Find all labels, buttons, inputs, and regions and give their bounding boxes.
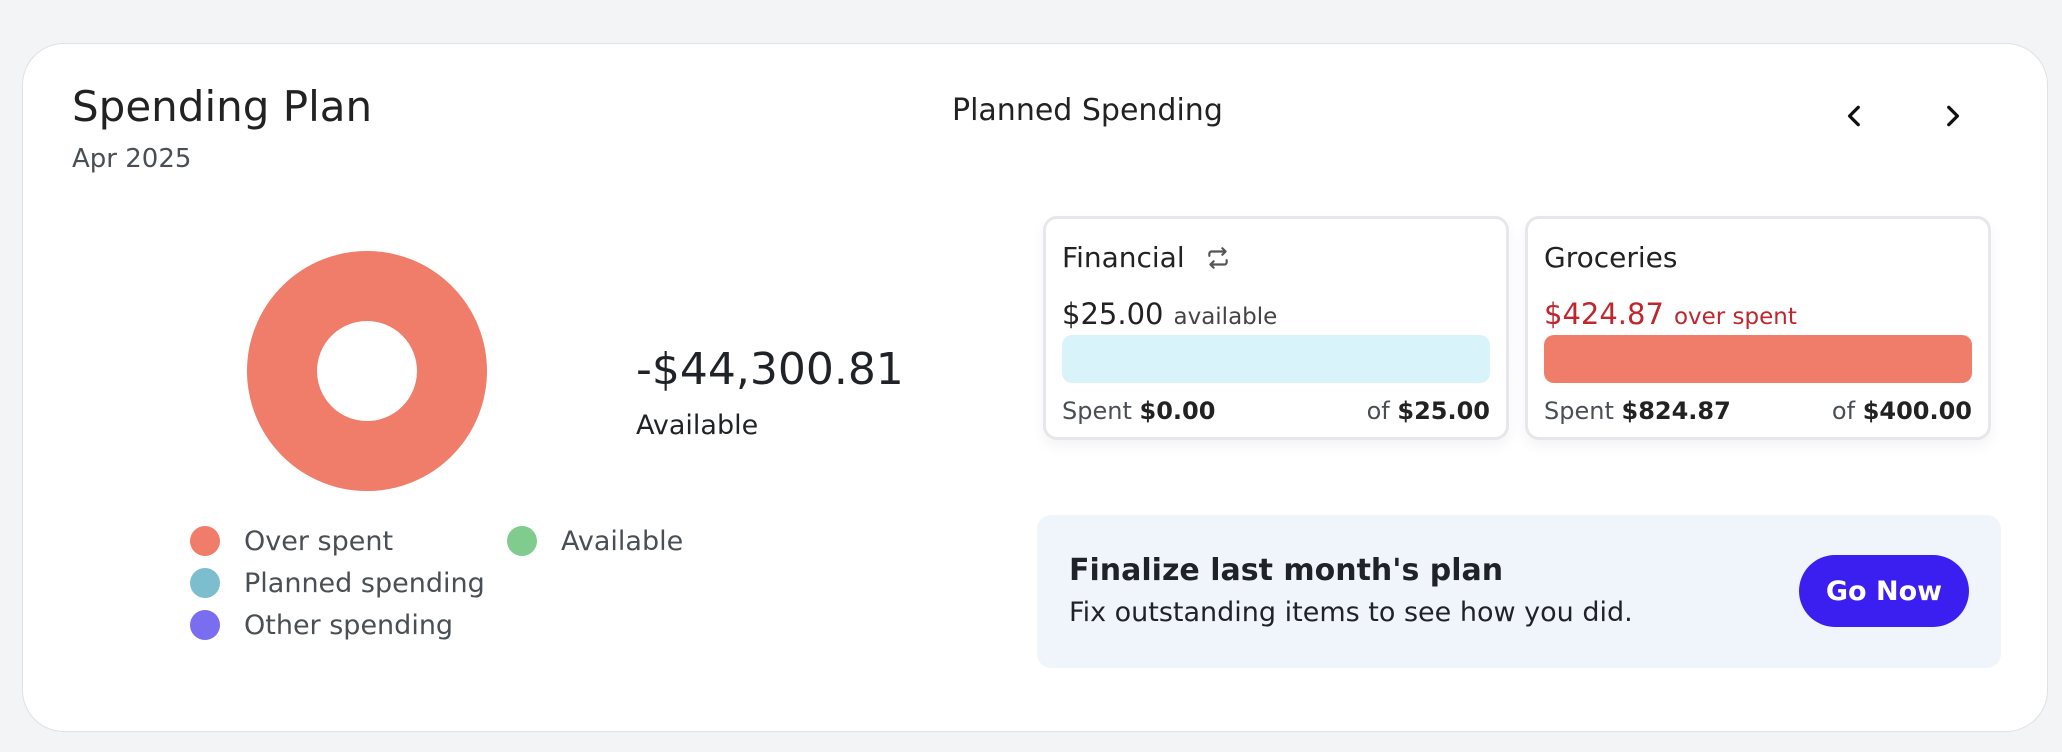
available-total: -$44,300.81 <box>636 344 904 395</box>
available-total-label: Available <box>636 410 759 441</box>
finalize-title: Finalize last month's plan <box>1069 553 1504 588</box>
budget-summary: of $25.00 <box>1367 397 1490 425</box>
legend-item-other-spending: Other spending <box>190 605 453 645</box>
next-month-button[interactable] <box>1922 86 1982 146</box>
repeat-icon <box>1207 246 1228 269</box>
category-amount-label: available <box>1173 304 1278 330</box>
legend-item-planned-spending: Planned spending <box>190 563 485 603</box>
donut-slice-over-spent <box>247 251 487 491</box>
category-progress-bar <box>1062 335 1490 383</box>
category-name: Groceries <box>1544 241 1678 274</box>
spent-prefix: Spent <box>1062 397 1132 425</box>
of-prefix: of <box>1366 397 1390 425</box>
budget-amount: $25.00 <box>1397 397 1490 425</box>
category-name: Financial <box>1062 241 1185 274</box>
spent-summary: Spent $0.00 <box>1062 397 1215 425</box>
category-amount: $25.00 <box>1062 297 1164 331</box>
amount-row: $25.00 available <box>1062 297 1277 331</box>
go-now-button[interactable]: Go Now <box>1799 555 1969 627</box>
finalize-banner: Finalize last month's plan Fix outstandi… <box>1037 515 2001 668</box>
legend-label: Other spending <box>244 609 454 641</box>
previous-month-button[interactable] <box>1825 86 1885 146</box>
spent-summary: Spent $824.87 <box>1544 397 1731 425</box>
period-label: Apr 2025 <box>72 144 192 174</box>
section-title: Planned Spending <box>952 93 1223 128</box>
spent-amount: $0.00 <box>1139 397 1216 425</box>
spent-prefix: Spent <box>1544 397 1614 425</box>
available-dot-icon <box>507 526 537 556</box>
budget-summary: of $400.00 <box>1832 397 1972 425</box>
spent-row: Spent $0.00 of $25.00 <box>1062 397 1490 425</box>
category-amount-label: over spent <box>1673 304 1797 330</box>
legend-item-over-spent: Over spent <box>190 521 393 561</box>
over-spent-dot-icon <box>190 526 220 556</box>
page-title: Spending Plan <box>72 82 373 131</box>
category-card-groceries[interactable]: Groceries $424.87 over spent Spent $824.… <box>1525 216 1991 440</box>
legend-item-available: Available <box>507 521 683 561</box>
spending-donut-chart <box>247 251 487 491</box>
category-card-financial[interactable]: Financial $25.00 available Spent $0.00 o… <box>1043 216 1509 440</box>
legend-label: Over spent <box>244 525 394 557</box>
category-name-row: Groceries <box>1544 241 1677 274</box>
category-name-row: Financial <box>1062 241 1231 274</box>
chevron-left-icon <box>1847 105 1860 127</box>
category-progress-bar <box>1544 335 1972 383</box>
other-spending-dot-icon <box>190 610 220 640</box>
budget-amount: $400.00 <box>1862 397 1972 425</box>
category-amount: $424.87 <box>1544 297 1664 331</box>
of-prefix: of <box>1831 397 1856 425</box>
amount-row: $424.87 over spent <box>1544 297 1797 331</box>
spent-row: Spent $824.87 of $400.00 <box>1544 397 1972 425</box>
planned-spending-dot-icon <box>190 568 220 598</box>
legend-label: Planned spending <box>244 567 485 599</box>
finalize-subtitle: Fix outstanding items to see how you did… <box>1069 597 1633 628</box>
chevron-right-icon <box>1947 105 1960 127</box>
spent-amount: $824.87 <box>1621 397 1731 425</box>
legend-label: Available <box>561 525 684 557</box>
